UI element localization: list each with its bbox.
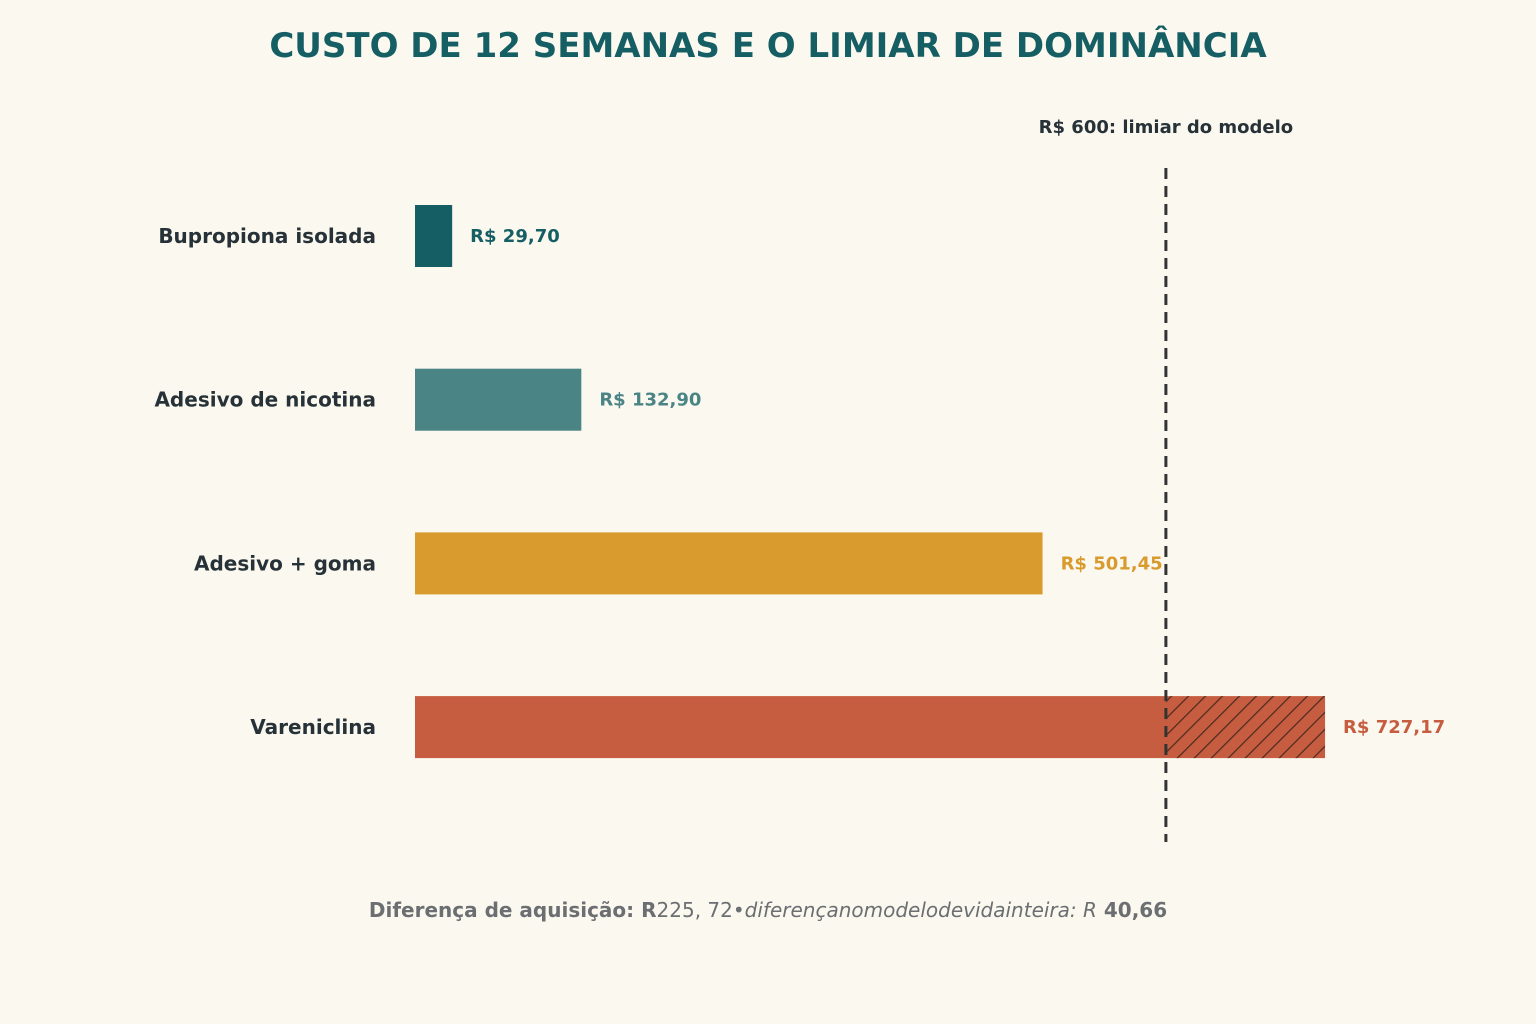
- footnote-part-6: 40,66: [1097, 898, 1167, 922]
- category-label-vareniclina: Vareniclina: [250, 715, 376, 739]
- footnote-part-1: Diferença de aquisição: R: [369, 898, 657, 922]
- excess-hatch-vareniclina: [1165, 696, 1326, 759]
- footnote-part-4: diferençanomodelodevidainteira: [745, 898, 1070, 922]
- category-label-bupropiona-isolada: Bupropiona isolada: [158, 224, 376, 248]
- bar-adesivo-goma: [415, 532, 1043, 595]
- bar-bupropiona-isolada: [415, 205, 453, 267]
- footnote: Diferença de aquisição: R225, 72•diferen…: [369, 898, 1167, 922]
- value-label-vareniclina: R$ 727,17: [1343, 717, 1445, 738]
- footnote-part-5: : R: [1070, 898, 1097, 922]
- value-label-adesivo-goma: R$ 501,45: [1061, 553, 1163, 574]
- category-label-adesivo-de-nicotina: Adesivo de nicotina: [154, 388, 376, 412]
- bar-adesivo-de-nicotina: [415, 368, 582, 431]
- chart-title: CUSTO DE 12 SEMANAS E O LIMIAR DE DOMINÂ…: [269, 25, 1267, 66]
- bars-layer: Bupropiona isolada R$ 29,70 Adesivo de nic…: [154, 205, 1445, 759]
- threshold-label: R$ 600: limiar do modelo: [1039, 117, 1294, 138]
- category-label-adesivo-goma: Adesivo + goma: [194, 551, 376, 575]
- footnote-part-2: 225, 72: [657, 898, 733, 922]
- value-label-bupropiona-isolada: R$ 29,70: [470, 226, 560, 247]
- value-label-adesivo-de-nicotina: R$ 132,90: [599, 390, 701, 411]
- footnote-part-3: •: [733, 898, 745, 922]
